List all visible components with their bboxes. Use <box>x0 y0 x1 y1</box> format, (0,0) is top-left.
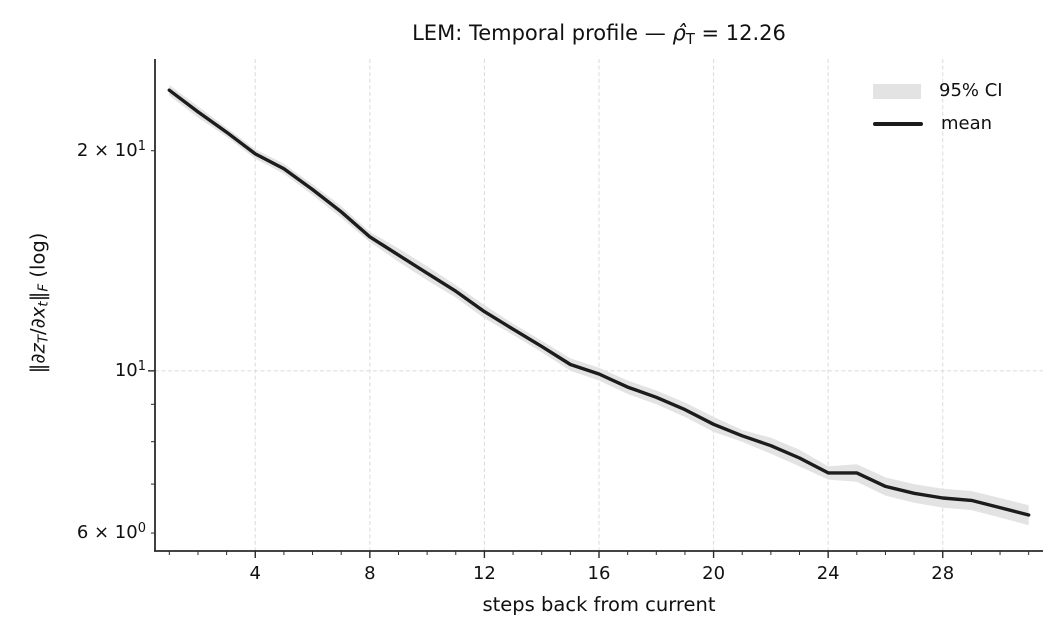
legend-item-mean: mean <box>873 113 1003 135</box>
y-tick-mantissa: 6 × 10 <box>76 522 138 544</box>
y-tick-label: 2 × 101 <box>0 138 146 164</box>
ci-band-swatch <box>873 83 921 99</box>
y-tick-exponent: 1 <box>137 358 146 374</box>
x-tick-label: 12 <box>472 563 496 584</box>
y-tick-exponent: 1 <box>137 138 146 154</box>
legend-label-ci: 95% CI <box>939 80 1003 101</box>
chart-title-prefix: LEM: Temporal profile — <box>412 21 673 45</box>
y-axis-label-part: / <box>26 328 50 335</box>
y-axis-label-part: (log) <box>26 232 50 284</box>
chart-title-suffix: = 12.26 <box>694 21 786 45</box>
x-tick-label: 4 <box>249 563 261 584</box>
mean-line <box>167 88 1031 517</box>
y-axis-label: ‖∂zT/∂xt‖F (log) <box>26 232 52 374</box>
y-tick-exponent: 0 <box>137 521 146 537</box>
x-tick-label: 24 <box>816 563 840 584</box>
x-axis-label: steps back from current <box>482 593 716 616</box>
x-tick-label: 8 <box>364 563 376 584</box>
legend-item-ci: 95% CI <box>873 80 1003 102</box>
y-axis-label-part: t <box>35 301 52 307</box>
chart-title: LEM: Temporal profile — ρ̂T = 12.26 <box>155 20 1043 48</box>
y-axis-label-part: ‖ <box>26 291 50 302</box>
y-tick-label: 6 × 100 <box>0 520 146 546</box>
y-tick-mantissa: 2 × 10 <box>76 139 138 161</box>
x-tick-label: 20 <box>702 563 726 584</box>
y-axis-label-part: ∂x <box>26 306 50 329</box>
mean-line-swatch-wrap <box>873 117 923 132</box>
y-tick-label: 101 <box>0 358 146 384</box>
y-tick-mantissa: 10 <box>114 359 138 381</box>
x-tick-label: 16 <box>587 563 611 584</box>
chart-title-rho-sub: T <box>685 30 695 48</box>
x-tick-label: 28 <box>931 563 955 584</box>
chart-title-rho: ρ̂ <box>672 21 686 45</box>
legend: 95% CI mean <box>873 80 1003 135</box>
y-axis-label-part: F <box>35 283 52 292</box>
mean-line-swatch <box>873 122 923 126</box>
legend-label-mean: mean <box>941 113 993 134</box>
y-axis-label-part: T <box>35 334 52 344</box>
